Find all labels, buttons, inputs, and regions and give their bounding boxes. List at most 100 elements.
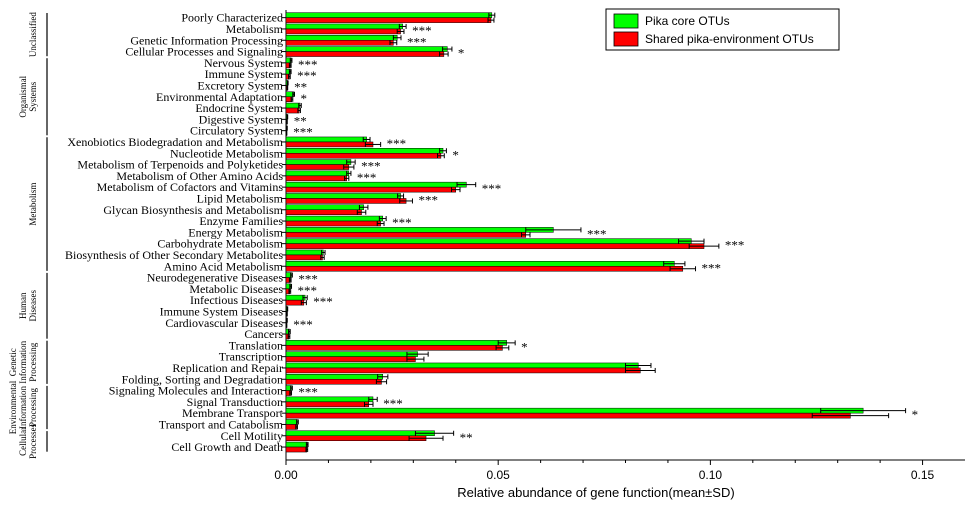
bar-red	[285, 141, 374, 148]
significance-marker: ***	[297, 68, 317, 83]
bar-green	[285, 193, 401, 199]
bar-green	[285, 227, 554, 233]
group-label: Systems	[28, 81, 38, 112]
significance-marker: **	[294, 113, 307, 128]
bar-green	[285, 441, 308, 448]
bar-red	[285, 175, 347, 182]
significance-marker: ***	[293, 317, 313, 332]
bar-green	[285, 261, 675, 267]
bar-green	[285, 430, 435, 436]
significance-marker: ***	[298, 57, 318, 72]
category-label: Cellular Processes and Signaling	[125, 45, 283, 59]
significance-marker: ***	[482, 181, 502, 196]
bar-green	[285, 204, 364, 210]
category-label: Lipid Metabolism	[197, 191, 284, 205]
bar-red	[285, 424, 297, 430]
legend-swatch-green	[613, 13, 639, 29]
legend: Pika core OTUs Shared pika-environment O…	[605, 8, 840, 51]
group-label: Information	[18, 386, 28, 429]
bar-red	[285, 401, 370, 408]
bar-red	[285, 209, 362, 215]
bar-red	[285, 186, 456, 193]
significance-marker: ***	[392, 215, 412, 230]
bar-red	[285, 243, 705, 249]
category-label: Signal Transduction	[187, 395, 283, 409]
bar-green	[285, 136, 367, 143]
category-label: Metabolism of Terpenoids and Polyketides	[77, 158, 283, 172]
significance-marker: ***	[702, 260, 722, 275]
group-label: Metabolism	[28, 183, 38, 226]
significance-marker: **	[294, 79, 307, 94]
bar-red	[285, 198, 407, 204]
category-label: Carbohydrate Metabolism	[157, 237, 283, 251]
bar-green	[285, 170, 350, 177]
bar-green	[285, 215, 384, 222]
group-label: Cellular	[18, 427, 28, 456]
category-label: Metabolic Diseases	[189, 282, 283, 296]
x-tick-label: 0.00	[274, 468, 298, 482]
bar-green	[285, 419, 298, 425]
category-label: Poorly Characterized	[181, 11, 283, 25]
category-label: Nucleotide Metabolism	[170, 146, 284, 160]
category-label: Genetic Information Processing	[130, 33, 283, 47]
bar-green	[285, 102, 301, 109]
legend-label-green: Pika core OTUs	[645, 14, 730, 28]
category-label: Metabolism of Other Amino Acids	[116, 169, 283, 183]
x-tick-label: 0.05	[487, 468, 511, 482]
category-label: Replication and Repair	[172, 361, 283, 375]
group-label: Processing	[28, 342, 38, 381]
significance-marker: ***	[387, 136, 407, 151]
category-label: Nervous System	[204, 56, 284, 70]
significance-marker: ***	[725, 238, 745, 253]
category-label: Environmental Adaptation	[156, 90, 283, 104]
group-label: Information	[18, 340, 28, 383]
category-label: Immune System	[205, 67, 284, 81]
significance-marker: ***	[361, 159, 381, 174]
bar-red	[285, 107, 300, 114]
bar-green	[285, 238, 692, 244]
significance-marker: ***	[587, 226, 607, 241]
bar-red	[285, 153, 442, 159]
category-label: Cell Motility	[221, 429, 283, 443]
category-label: Translation	[229, 338, 283, 352]
category-label: Transcription	[219, 350, 283, 364]
bar-green	[285, 148, 444, 154]
significance-marker: ***	[407, 34, 427, 49]
category-label: Metabolism	[226, 22, 284, 36]
significance-marker: ***	[383, 396, 403, 411]
legend-swatch-red	[613, 31, 639, 47]
significance-marker: ***	[412, 23, 432, 38]
group-label: Organismal	[18, 75, 28, 117]
bar-red	[285, 266, 684, 272]
bar-red	[285, 446, 308, 453]
bar-green	[285, 249, 324, 256]
significance-marker: *	[452, 147, 459, 162]
category-label: Glycan Biosynthesis and Metabolism	[103, 203, 283, 217]
bar-green	[285, 340, 507, 346]
significance-marker: ***	[313, 294, 333, 309]
category-label: Energy Metabolism	[188, 225, 283, 239]
category-label: Biosynthesis of Other Secondary Metaboli…	[65, 248, 283, 262]
category-label: Neurodegenerative Diseases	[147, 271, 284, 285]
significance-marker: ***	[298, 272, 318, 287]
bar-red	[285, 51, 445, 57]
category-label: Amino Acid Metabolism	[164, 259, 284, 273]
category-label: Membrane Transport	[182, 406, 284, 420]
x-axis-title: Relative abundance of gene function(mean…	[457, 485, 734, 500]
bar-red	[285, 345, 503, 351]
category-label: Excretory System	[197, 78, 283, 92]
bar-red	[285, 220, 381, 227]
category-label: Cardiovascular Diseases	[165, 316, 283, 330]
bar-green	[285, 12, 493, 18]
category-label: Transport and Catabolism	[159, 417, 284, 431]
significance-marker: ***	[418, 192, 438, 207]
group-label: Genetic	[8, 348, 18, 376]
bar-red	[285, 379, 382, 385]
category-label: Infectious Diseases	[190, 293, 283, 307]
significance-marker: *	[458, 46, 465, 61]
bar-green	[285, 374, 384, 380]
bar-red	[285, 412, 851, 419]
significance-marker: *	[300, 91, 307, 106]
significance-marker: ***	[298, 385, 318, 400]
